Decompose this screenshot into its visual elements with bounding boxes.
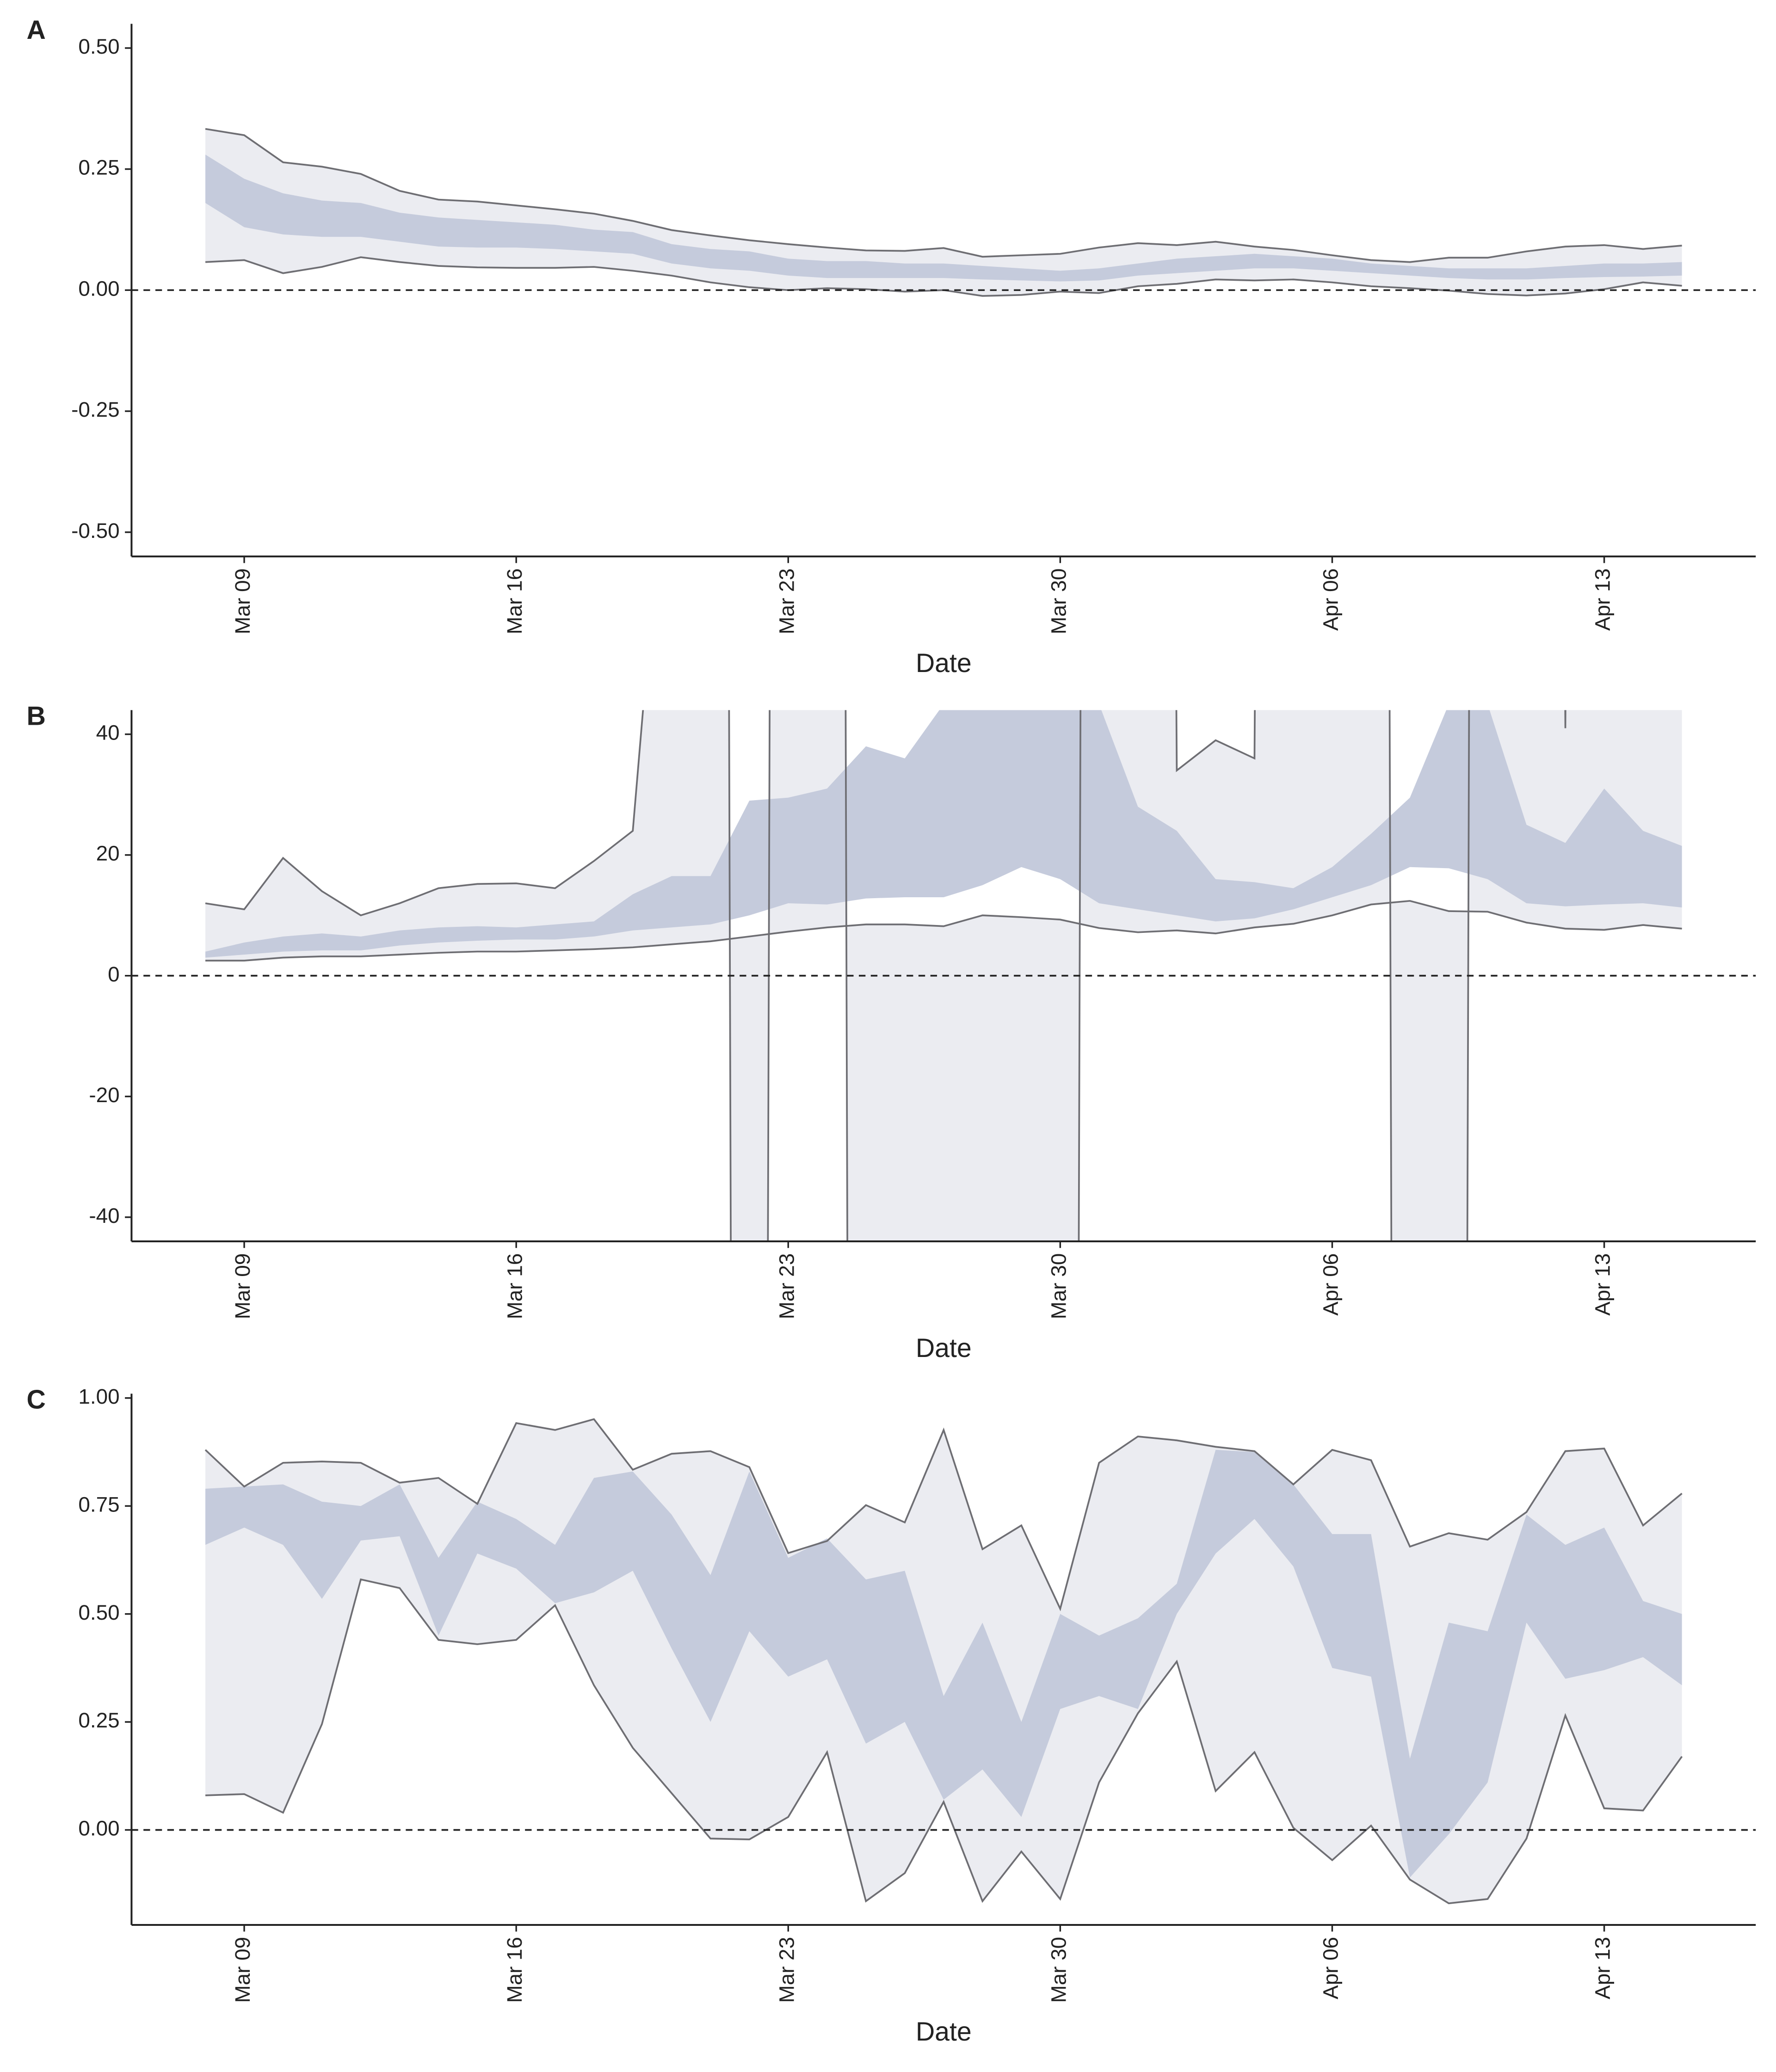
x-axis-title: Date <box>916 1333 972 1363</box>
y-tick-label: 0.50 <box>78 1601 119 1624</box>
x-tick-label: Mar 30 <box>1047 1937 1070 2003</box>
y-tick-label: 0 <box>108 962 120 986</box>
ribbon-outline <box>205 710 1566 1241</box>
ribbon-outline <box>204 1418 1683 1611</box>
y-tick-label: 40 <box>96 721 120 745</box>
panel-label: C <box>26 1385 45 1415</box>
y-tick-label: 0.00 <box>78 1817 119 1840</box>
y-tick-label: -20 <box>89 1083 119 1107</box>
ribbon-band <box>205 710 1682 958</box>
x-tick-label: Apr 06 <box>1319 1937 1343 1999</box>
y-tick-label: -0.50 <box>71 519 119 543</box>
x-tick-label: Mar 09 <box>231 568 254 635</box>
y-tick-label: 0.00 <box>78 277 119 300</box>
x-tick-label: Apr 06 <box>1319 1253 1343 1316</box>
x-tick-label: Mar 30 <box>1047 568 1070 635</box>
x-tick-label: Mar 09 <box>231 1937 254 2003</box>
panel-label: A <box>26 15 45 45</box>
ribbon-band <box>205 129 1682 296</box>
x-tick-label: Mar 09 <box>231 1253 254 1320</box>
x-tick-label: Mar 23 <box>775 1937 798 2003</box>
x-tick-label: Apr 06 <box>1319 568 1343 631</box>
x-tick-label: Apr 13 <box>1591 1253 1615 1316</box>
x-axis-title: Date <box>916 648 972 678</box>
plot-area <box>205 128 1682 297</box>
x-tick-label: Mar 30 <box>1047 1253 1070 1320</box>
x-tick-label: Apr 13 <box>1591 1937 1615 1999</box>
y-tick-label: 0.25 <box>78 1708 119 1732</box>
x-tick-label: Mar 16 <box>503 1253 526 1320</box>
plot-area <box>204 1418 1683 1905</box>
x-tick-label: Mar 23 <box>775 568 798 635</box>
x-tick-label: Apr 13 <box>1591 568 1615 631</box>
ribbon-outline <box>205 1578 1683 1905</box>
x-tick-label: Mar 23 <box>775 1253 798 1320</box>
ribbon-band <box>205 154 1682 282</box>
y-tick-label: 1.00 <box>78 1385 119 1408</box>
panel-label: B <box>26 702 45 731</box>
y-tick-label: 0.25 <box>78 156 119 179</box>
y-tick-label: -40 <box>89 1204 119 1227</box>
x-tick-label: Mar 16 <box>503 1937 526 2003</box>
y-tick-label: -0.25 <box>71 398 119 421</box>
ribbon-outline <box>205 128 1682 263</box>
y-tick-label: 0.75 <box>78 1492 119 1516</box>
x-axis-title: Date <box>916 2017 972 2047</box>
y-tick-label: 20 <box>96 842 120 865</box>
ribbon-band <box>205 1449 1682 1878</box>
y-tick-label: 0.50 <box>78 35 119 58</box>
ribbon-outline <box>205 900 1682 962</box>
x-tick-label: Mar 16 <box>503 568 526 635</box>
